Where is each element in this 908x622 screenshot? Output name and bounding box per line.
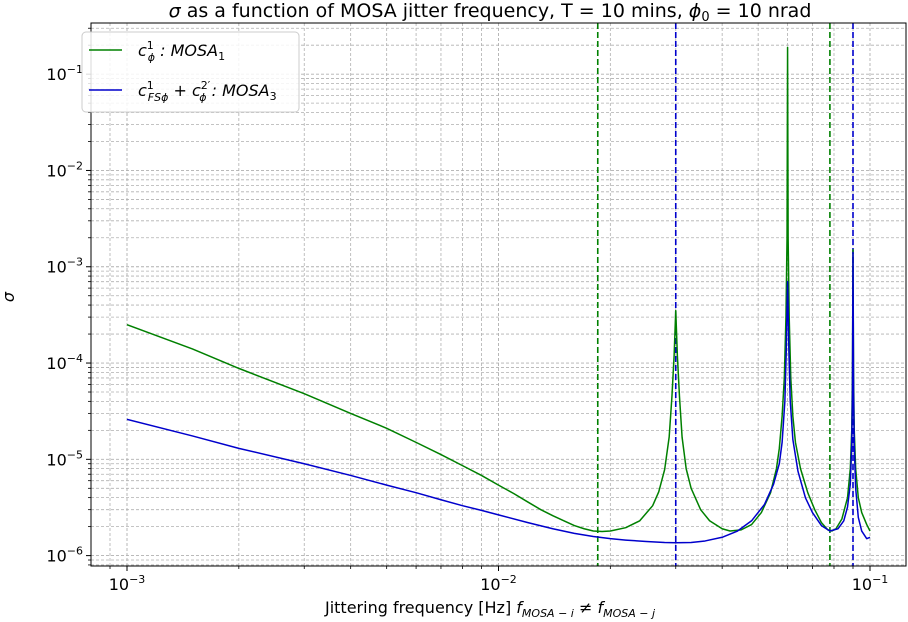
series-lines <box>126 46 871 544</box>
y-tick-label: 10−5 <box>46 448 83 469</box>
x-axis-label: Jittering frequency [Hz] fMOSA − i ≠ fMO… <box>324 598 656 620</box>
series-line-0 <box>126 46 871 533</box>
axis-ticks: 10−3 10−2 10−1 10−6 10−5 10−4 10−3 10−2 10−1 <box>46 27 889 594</box>
y-tick-label: 10−4 <box>46 352 83 373</box>
x-tick-label: 10−3 <box>109 573 146 594</box>
legend-label-mosa1: c1 ϕ : MOSA1 <box>138 39 225 64</box>
y-tick-label: 10−2 <box>46 159 83 180</box>
legend-box <box>81 31 300 113</box>
legend: c1 ϕ : MOSA1 c1 FSϕ + c2′ ϕ : MOSA3 <box>81 31 300 113</box>
series-line-1 <box>126 251 871 544</box>
y-axis-label: σ <box>0 291 18 302</box>
y-tick-label: 10−3 <box>46 256 83 277</box>
legend-label-mosa3: c1 FSϕ + c2′ ϕ : MOSA3 <box>138 79 277 104</box>
y-tick-label: 10−1 <box>46 63 83 84</box>
x-tick-label: 10−1 <box>852 573 889 594</box>
chart-title: σ as a function of MOSA jitter frequency… <box>169 0 812 25</box>
y-tick-label: 10−6 <box>46 545 83 566</box>
x-tick-label: 10−2 <box>480 573 517 594</box>
